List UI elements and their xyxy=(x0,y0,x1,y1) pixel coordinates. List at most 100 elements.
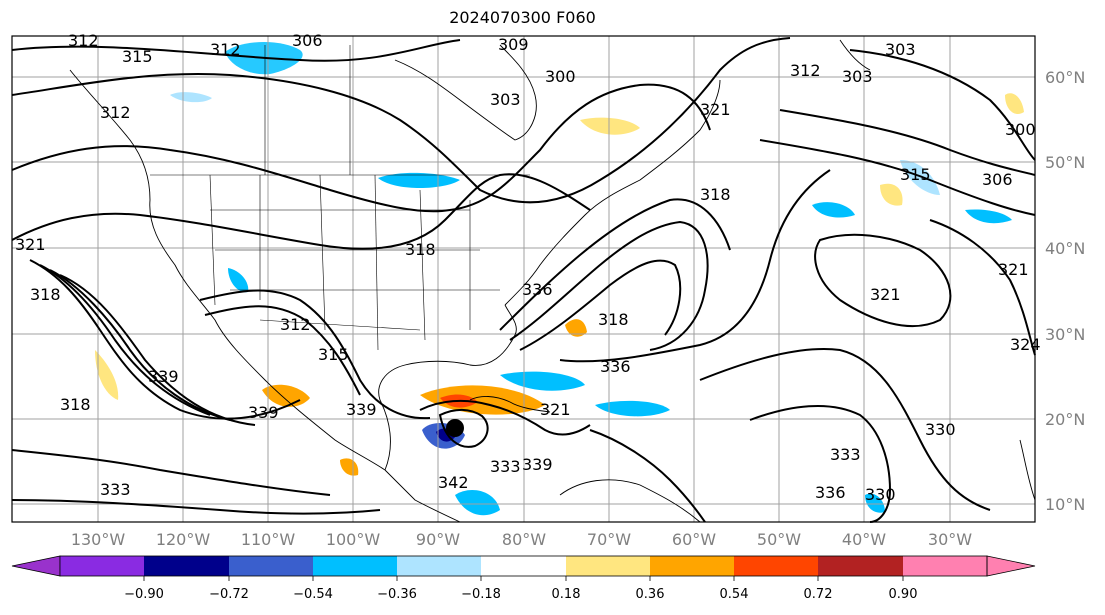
contour-line xyxy=(11,39,461,62)
contour-label: 306 xyxy=(292,31,323,50)
contour-label: 312 xyxy=(280,315,311,334)
contour-label: 333 xyxy=(490,457,521,476)
contour-label: 333 xyxy=(830,445,861,464)
lat-label: 10°N xyxy=(1045,495,1085,514)
contour-label: 321 xyxy=(540,400,571,419)
contour-label: 321 xyxy=(998,260,1029,279)
map-frame xyxy=(11,35,1036,523)
border-line xyxy=(209,174,216,306)
coastline-cuba xyxy=(469,396,551,413)
contour-line xyxy=(11,173,591,250)
colorbar-tick-label: 0.36 xyxy=(636,587,665,602)
lat-label: 40°N xyxy=(1045,239,1085,258)
shade-patch xyxy=(900,160,940,195)
colorbar-extend-left xyxy=(11,555,61,577)
contour-label: 324 xyxy=(1010,335,1041,354)
contour-label: 339 xyxy=(148,367,179,386)
colorbar-segment xyxy=(313,556,397,576)
contour-line xyxy=(519,259,682,351)
coastline-hudson xyxy=(394,44,537,141)
contour-label: 321 xyxy=(870,285,901,304)
contour-line xyxy=(929,219,1036,356)
lon-label: 70°W xyxy=(587,530,631,549)
contour-label: 300 xyxy=(545,67,576,86)
contour-line xyxy=(749,405,892,523)
shade-patch xyxy=(865,493,885,513)
border-line xyxy=(319,174,326,331)
border-line xyxy=(374,174,379,351)
coastline-greenland xyxy=(839,39,871,71)
shade-patch xyxy=(340,458,359,476)
border-line xyxy=(259,319,421,331)
contour-line xyxy=(39,264,211,416)
lon-label: 50°W xyxy=(757,530,801,549)
contour-label: 312 xyxy=(210,40,241,59)
contour-label: 303 xyxy=(490,90,521,109)
colorbar-frame xyxy=(59,555,988,577)
contour-line xyxy=(11,83,711,213)
colorbar-segment xyxy=(229,556,313,576)
colorbar-segment xyxy=(903,556,987,576)
contour-label: 330 xyxy=(865,485,896,504)
lon-label: 120°W xyxy=(156,530,211,549)
colorbar-tick-label: 0.54 xyxy=(720,587,749,602)
contour-label: 318 xyxy=(30,285,61,304)
contour-label: 315 xyxy=(900,165,931,184)
coastline-africa xyxy=(1019,439,1036,501)
coastline-gulf xyxy=(378,304,517,471)
colorbar-tick-label: −0.90 xyxy=(124,587,164,602)
colorbar-segment xyxy=(566,556,650,576)
shade-patch xyxy=(455,490,500,516)
contour-label: 303 xyxy=(842,67,873,86)
contour-line xyxy=(49,269,231,421)
shade-patch xyxy=(95,350,119,400)
lat-label: 60°N xyxy=(1045,68,1085,87)
lat-label: 30°N xyxy=(1045,325,1085,344)
contour-label: 321 xyxy=(15,235,46,254)
storm-center-marker xyxy=(446,419,464,437)
shade-patch xyxy=(965,209,1012,224)
colorbar-tick-label: −0.36 xyxy=(377,587,417,602)
contour-lines xyxy=(11,37,1036,523)
coastline-west-north-america xyxy=(69,69,386,471)
contour-line xyxy=(438,408,489,448)
shade-patch xyxy=(1005,93,1024,115)
contour-label: 315 xyxy=(318,345,349,364)
contour-line xyxy=(29,259,301,420)
shade-patch xyxy=(880,183,903,206)
contour-label: 312 xyxy=(68,31,99,50)
colorbar-segment xyxy=(734,556,818,576)
lon-label: 110°W xyxy=(241,530,296,549)
contour-label: 342 xyxy=(438,473,469,492)
coastline-central-america xyxy=(384,469,461,523)
contour-label: 312 xyxy=(100,103,131,122)
contour-label: 321 xyxy=(700,100,731,119)
contour-label: 318 xyxy=(60,395,91,414)
contour-line xyxy=(11,37,791,204)
contour-label: 306 xyxy=(982,170,1013,189)
lat-label: 20°N xyxy=(1045,410,1085,429)
contour-line xyxy=(11,499,381,515)
lon-label: 40°W xyxy=(842,530,886,549)
lon-label: 30°W xyxy=(928,530,972,549)
contour-line xyxy=(589,429,706,523)
contour-label: 318 xyxy=(405,240,436,259)
contour-label: 318 xyxy=(598,310,629,329)
shade-patch xyxy=(595,400,670,417)
contour-line xyxy=(779,109,1036,176)
border-line xyxy=(419,189,426,341)
contour-label: 336 xyxy=(815,483,846,502)
state-borders xyxy=(150,45,530,351)
lon-label: 90°W xyxy=(416,530,460,549)
contour-label: 336 xyxy=(522,280,553,299)
colorbar-extend-right xyxy=(986,555,1036,577)
lon-label: 80°W xyxy=(502,530,546,549)
contour-label: 312 xyxy=(790,61,821,80)
lon-label: 100°W xyxy=(326,530,381,549)
colorbar-tick-label: 0.90 xyxy=(889,587,918,602)
contour-label: 300 xyxy=(1005,120,1036,139)
contour-label: 303 xyxy=(885,40,916,59)
contour-line xyxy=(11,449,331,496)
colorbar: −0.90 −0.72 −0.54 −0.36 −0.18 0.18 0.36 … xyxy=(11,555,1036,602)
